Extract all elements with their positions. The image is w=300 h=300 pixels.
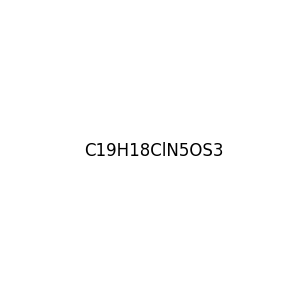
Text: C19H18ClN5OS3: C19H18ClN5OS3 [84, 142, 224, 160]
